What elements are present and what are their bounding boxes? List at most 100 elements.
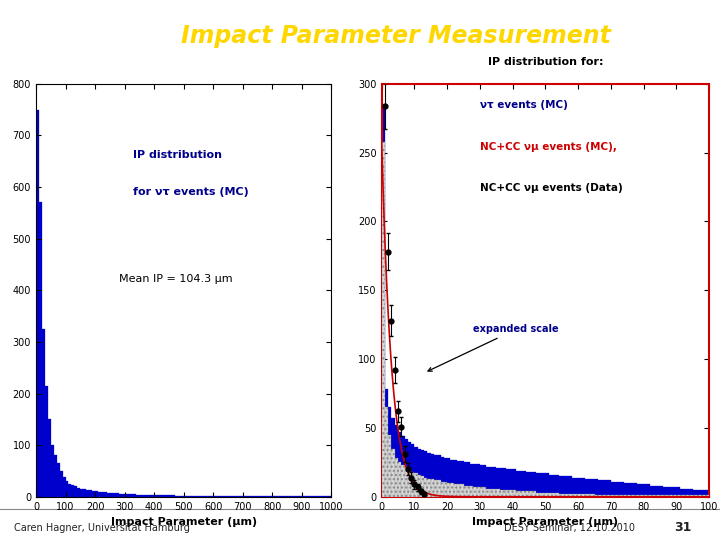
Bar: [503, 490, 506, 497]
Bar: [500, 490, 503, 497]
Bar: [395, 458, 398, 497]
Text: IP distribution for:: IP distribution for:: [487, 57, 603, 67]
Bar: [657, 486, 660, 497]
Bar: [516, 491, 519, 497]
Bar: [506, 490, 509, 497]
Bar: [614, 482, 618, 497]
Bar: [644, 495, 647, 497]
Bar: [437, 480, 441, 497]
Bar: [192, 496, 195, 497]
Bar: [444, 482, 447, 497]
Bar: [68, 484, 71, 497]
Bar: [552, 475, 555, 497]
Bar: [95, 491, 98, 497]
Bar: [184, 496, 186, 497]
Bar: [621, 482, 624, 497]
Bar: [104, 492, 107, 497]
Bar: [421, 476, 424, 497]
Bar: [509, 490, 513, 497]
Bar: [673, 495, 677, 497]
Bar: [401, 465, 405, 497]
Bar: [408, 442, 411, 497]
Bar: [66, 481, 68, 497]
Bar: [496, 468, 500, 497]
Bar: [631, 495, 634, 497]
Bar: [460, 461, 464, 497]
Bar: [611, 495, 614, 497]
Bar: [670, 495, 673, 497]
Bar: [457, 484, 460, 497]
Bar: [657, 495, 660, 497]
Bar: [119, 494, 122, 497]
Bar: [591, 479, 595, 497]
Bar: [706, 495, 709, 497]
Bar: [601, 495, 604, 497]
Bar: [604, 480, 608, 497]
Bar: [470, 486, 473, 497]
Bar: [415, 474, 418, 497]
Bar: [133, 494, 136, 497]
Bar: [549, 475, 552, 497]
Text: 31: 31: [674, 521, 691, 534]
Bar: [385, 389, 388, 497]
Bar: [562, 476, 565, 497]
Bar: [266, 496, 269, 497]
Bar: [178, 496, 181, 497]
Bar: [140, 495, 143, 497]
Bar: [451, 460, 454, 497]
Bar: [516, 471, 519, 497]
Bar: [634, 483, 637, 497]
Bar: [116, 493, 119, 497]
Bar: [693, 495, 696, 497]
Bar: [686, 489, 690, 497]
Bar: [60, 471, 63, 497]
Bar: [467, 486, 470, 497]
Bar: [441, 482, 444, 497]
Text: NC+CC νμ events (Data): NC+CC νμ events (Data): [480, 183, 623, 193]
Bar: [470, 464, 473, 497]
Bar: [473, 464, 477, 497]
Bar: [667, 495, 670, 497]
Bar: [660, 495, 663, 497]
Bar: [89, 490, 92, 497]
Text: Mean IP = 104.3 μm: Mean IP = 104.3 μm: [119, 274, 233, 284]
Bar: [480, 465, 483, 497]
Bar: [647, 495, 650, 497]
Bar: [113, 493, 116, 497]
Bar: [388, 407, 392, 497]
Bar: [686, 495, 690, 497]
Bar: [493, 467, 496, 497]
Text: expanded scale: expanded scale: [428, 325, 559, 371]
Bar: [487, 489, 490, 497]
Bar: [411, 472, 415, 497]
Bar: [477, 487, 480, 497]
Bar: [555, 475, 559, 497]
Bar: [477, 464, 480, 497]
Bar: [434, 455, 437, 497]
Bar: [683, 489, 686, 497]
Bar: [539, 474, 542, 497]
Bar: [559, 494, 562, 497]
Bar: [63, 477, 66, 497]
Bar: [621, 495, 624, 497]
Bar: [519, 471, 523, 497]
Bar: [186, 496, 189, 497]
Bar: [696, 495, 699, 497]
Bar: [222, 496, 225, 497]
Bar: [568, 476, 572, 497]
Bar: [660, 486, 663, 497]
Bar: [39, 202, 42, 497]
Bar: [237, 496, 240, 497]
Bar: [454, 460, 457, 497]
Bar: [591, 494, 595, 497]
Bar: [627, 495, 631, 497]
Bar: [172, 495, 175, 497]
Bar: [175, 496, 178, 497]
Bar: [598, 480, 601, 497]
Bar: [595, 495, 598, 497]
Bar: [50, 445, 54, 497]
Bar: [680, 489, 683, 497]
Bar: [405, 467, 408, 497]
Bar: [57, 463, 60, 497]
Bar: [683, 495, 686, 497]
